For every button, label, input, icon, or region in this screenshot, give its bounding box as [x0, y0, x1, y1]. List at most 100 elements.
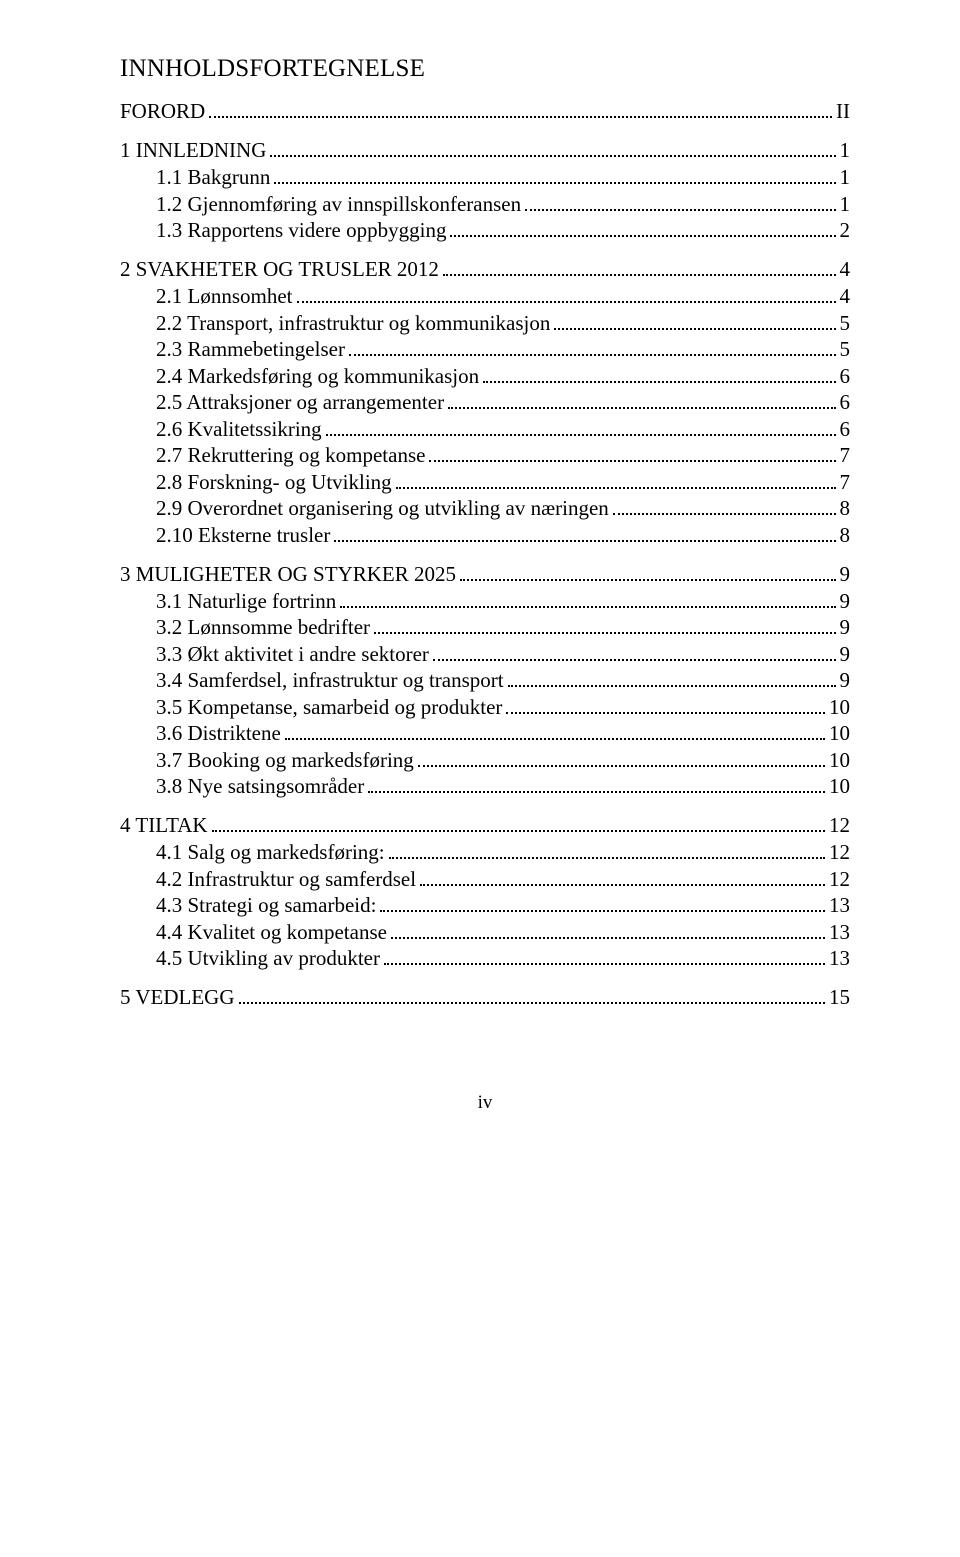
toc-entry-page: 7 [840, 445, 851, 466]
toc-entry-label: 1.2 Gjennomføring av innspillskonferanse… [156, 194, 521, 215]
toc-entry-page: 10 [829, 697, 850, 718]
toc-entry-page: 5 [840, 339, 851, 360]
toc-entry-label: 2.4 Markedsføring og kommunikasjon [156, 366, 479, 387]
toc-entry-label: 4.1 Salg og markedsføring: [156, 842, 385, 863]
toc-entry: 4.2 Infrastruktur og samferdsel12 [120, 869, 850, 890]
toc-leader [368, 777, 825, 793]
toc-entry-label: 3 MULIGHETER OG STYRKER 2025 [120, 564, 456, 585]
toc-entry-page: 1 [840, 167, 851, 188]
toc-leader [326, 420, 836, 436]
toc-entry-page: 10 [829, 723, 850, 744]
toc-leader [274, 168, 835, 184]
toc-entry-page: 1 [840, 194, 851, 215]
toc-title: INNHOLDSFORTEGNELSE [120, 55, 850, 83]
toc-entry-page: 2 [840, 220, 851, 241]
toc-entry-page: 9 [840, 591, 851, 612]
toc-entry-label: 3.5 Kompetanse, samarbeid og produkter [156, 697, 502, 718]
toc-leader [460, 565, 836, 581]
toc-entry-page: 5 [840, 313, 851, 334]
toc-entry: 4 TILTAK12 [120, 815, 850, 836]
toc-entry: 2.5 Attraksjoner og arrangementer6 [120, 392, 850, 413]
toc-entry-label: 3.1 Naturlige fortrinn [156, 591, 336, 612]
toc-entry: 3.3 Økt aktivitet i andre sektorer 9 [120, 644, 850, 665]
toc-entry-label: 3.4 Samferdsel, infrastruktur og transpo… [156, 670, 504, 691]
toc-entry-page: 9 [840, 644, 851, 665]
toc-leader [212, 816, 825, 832]
toc-entry-page: 10 [829, 776, 850, 797]
toc-entry-label: FORORD [120, 101, 205, 122]
toc-entry: 3.2 Lønnsomme bedrifter9 [120, 617, 850, 638]
toc-leader [297, 287, 836, 303]
toc-entry-page: 10 [829, 750, 850, 771]
toc-entry: 1.3 Rapportens videre oppbygging 2 [120, 220, 850, 241]
toc-entry-page: 15 [829, 987, 850, 1008]
toc-entry: 3.4 Samferdsel, infrastruktur og transpo… [120, 670, 850, 691]
toc-entry-label: 1 INNLEDNING [120, 140, 266, 161]
toc-entry-label: 2.6 Kvalitetssikring [156, 419, 322, 440]
page-footer: iv [120, 1092, 850, 1114]
toc-entry: 3.7 Booking og markedsføring10 [120, 750, 850, 771]
toc-entry-page: 13 [829, 922, 850, 943]
toc-entry-label: 2.10 Eksterne trusler [156, 525, 330, 546]
toc-entry: 3.6 Distriktene 10 [120, 723, 850, 744]
toc-entry: 4.4 Kvalitet og kompetanse 13 [120, 922, 850, 943]
toc-entry-page: 1 [840, 140, 851, 161]
toc-entry-page: 8 [840, 525, 851, 546]
toc-entry-label: 2.2 Transport, infrastruktur og kommunik… [156, 313, 550, 334]
toc-entry: 1.2 Gjennomføring av innspillskonferanse… [120, 194, 850, 215]
toc-leader [270, 141, 835, 157]
toc-entry: 4.3 Strategi og samarbeid:13 [120, 895, 850, 916]
toc-entry-page: 9 [840, 670, 851, 691]
toc-entry: 3.8 Nye satsingsområder 10 [120, 776, 850, 797]
toc-leader [525, 195, 835, 211]
toc-leader [349, 340, 836, 356]
toc-leader [389, 843, 825, 859]
toc-entry: 2.9 Overordnet organisering og utvikling… [120, 498, 850, 519]
toc-entry-page: 9 [840, 564, 851, 585]
toc-leader [418, 751, 825, 767]
toc-entry-label: 2 SVAKHETER OG TRUSLER 2012 [120, 259, 439, 280]
toc-entry-label: 4.4 Kvalitet og kompetanse [156, 922, 387, 943]
toc-leader [396, 473, 836, 489]
toc-entry-label: 2.8 Forskning- og Utvikling [156, 472, 392, 493]
toc-entry: 5 VEDLEGG15 [120, 987, 850, 1008]
toc-entry: 4.5 Utvikling av produkter13 [120, 948, 850, 969]
toc-entry-label: 4.2 Infrastruktur og samferdsel [156, 869, 416, 890]
toc-leader [420, 870, 825, 886]
toc-container: FORORDII1 INNLEDNING11.1 Bakgrunn11.2 Gj… [120, 101, 850, 1008]
toc-entry-page: 12 [829, 815, 850, 836]
toc-leader [374, 618, 835, 634]
toc-entry: 1.1 Bakgrunn1 [120, 167, 850, 188]
toc-leader [508, 671, 836, 687]
toc-entry: 2.8 Forskning- og Utvikling 7 [120, 472, 850, 493]
toc-entry-label: 3.3 Økt aktivitet i andre sektorer [156, 644, 429, 665]
toc-entry: 3 MULIGHETER OG STYRKER 2025 9 [120, 564, 850, 585]
toc-entry-label: 3.6 Distriktene [156, 723, 281, 744]
toc-entry: 3.1 Naturlige fortrinn 9 [120, 591, 850, 612]
toc-leader [209, 102, 832, 118]
toc-entry: 2.1 Lønnsomhet4 [120, 286, 850, 307]
toc-entry-label: 3.8 Nye satsingsområder [156, 776, 364, 797]
toc-leader [340, 592, 835, 608]
toc-leader [506, 698, 825, 714]
toc-entry-page: 7 [840, 472, 851, 493]
toc-entry-page: 12 [829, 842, 850, 863]
toc-entry: 2.4 Markedsføring og kommunikasjon6 [120, 366, 850, 387]
toc-entry: 2.10 Eksterne trusler 8 [120, 525, 850, 546]
toc-leader [429, 446, 835, 462]
toc-entry-label: 1.3 Rapportens videre oppbygging [156, 220, 446, 241]
toc-leader [483, 367, 835, 383]
toc-entry-label: 2.9 Overordnet organisering og utvikling… [156, 498, 609, 519]
toc-leader [554, 314, 835, 330]
toc-entry-label: 2.3 Rammebetingelser [156, 339, 345, 360]
toc-entry-label: 4.5 Utvikling av produkter [156, 948, 380, 969]
toc-leader [334, 526, 835, 542]
toc-entry-page: II [836, 101, 850, 122]
toc-entry-page: 4 [840, 259, 851, 280]
toc-leader [285, 724, 825, 740]
toc-entry: 2.7 Rekruttering og kompetanse7 [120, 445, 850, 466]
toc-entry: 2.2 Transport, infrastruktur og kommunik… [120, 313, 850, 334]
toc-leader [443, 260, 836, 276]
toc-leader [450, 221, 835, 237]
toc-entry: 1 INNLEDNING 1 [120, 140, 850, 161]
